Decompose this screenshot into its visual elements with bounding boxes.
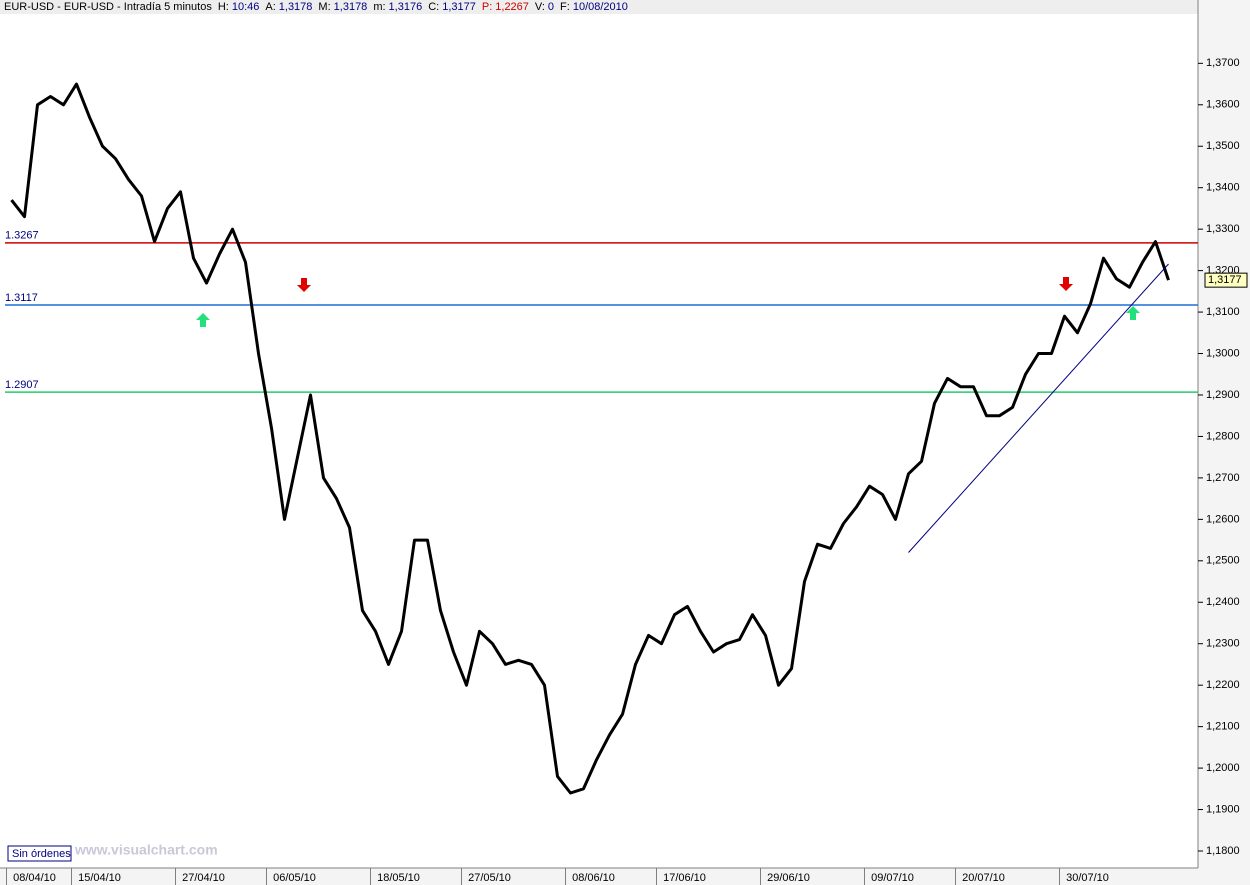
watermark: www.visualchart.com <box>74 842 218 858</box>
field-value: 10:46 <box>232 1 260 13</box>
buy-arrow <box>1126 306 1140 320</box>
y-tick-label: 1,1900 <box>1206 803 1240 815</box>
x-tick-label: 15/04/10 <box>78 872 121 884</box>
y-tick-label: 1,2600 <box>1206 513 1240 525</box>
level-label: 1.3267 <box>5 230 39 242</box>
y-tick-label: 1,2100 <box>1206 721 1240 733</box>
header: EUR-USD - EUR-USD - Intradía 5 minutos H:… <box>4 1 628 13</box>
y-tick-label: 1,2000 <box>1206 762 1240 774</box>
y-tick-label: 1,3700 <box>1206 57 1240 69</box>
y-tick-label: 1,2700 <box>1206 472 1240 484</box>
sell-arrow <box>297 278 311 292</box>
x-tick-label: 09/07/10 <box>871 872 914 884</box>
x-tick-label: 30/07/10 <box>1066 872 1109 884</box>
header-bar <box>0 0 1198 14</box>
level-label: 1.2907 <box>5 379 39 391</box>
x-tick-label: 08/04/10 <box>13 872 56 884</box>
x-axis-panel <box>0 868 1198 885</box>
field-value: 1,2267 <box>495 1 529 13</box>
buy-arrow <box>196 313 210 327</box>
y-tick-label: 1,2400 <box>1206 596 1240 608</box>
x-tick-label: 18/05/10 <box>377 872 420 884</box>
field-key: H: <box>218 1 229 13</box>
field-value: 1,3177 <box>442 1 476 13</box>
price-line <box>10 82 1170 795</box>
y-tick-label: 1,3000 <box>1206 347 1240 359</box>
y-tick-label: 1,2900 <box>1206 389 1240 401</box>
y-tick-label: 1,3100 <box>1206 306 1240 318</box>
field-value: 1,3178 <box>279 1 313 13</box>
field-key: P: <box>482 1 492 13</box>
field-key: C: <box>428 1 439 13</box>
x-tick-label: 08/06/10 <box>572 872 615 884</box>
y-tick-label: 1,3300 <box>1206 223 1240 235</box>
field-value: 1,3176 <box>389 1 423 13</box>
y-tick-label: 1,1800 <box>1206 845 1240 857</box>
status-text: Sin órdenes <box>12 848 71 860</box>
y-tick-label: 1,3600 <box>1206 99 1240 111</box>
x-tick-label: 20/07/10 <box>962 872 1005 884</box>
y-tick-label: 1,3500 <box>1206 140 1240 152</box>
trendline <box>908 263 1169 553</box>
y-tick-label: 1,2500 <box>1206 555 1240 567</box>
x-tick-label: 27/05/10 <box>468 872 511 884</box>
y-tick-label: 1,3400 <box>1206 182 1240 194</box>
y-axis-panel <box>1198 0 1250 885</box>
y-tick-label: 1,2300 <box>1206 638 1240 650</box>
field-value: 1,3178 <box>334 1 368 13</box>
symbol: EUR-USD - EUR-USD - Intradía 5 minutos <box>4 1 212 13</box>
price-marker <box>1204 272 1248 288</box>
price-marker-label: 1,3177 <box>1208 274 1242 286</box>
field-key: m: <box>373 1 385 13</box>
field-key: A: <box>265 1 275 13</box>
sell-arrow <box>1059 277 1073 291</box>
y-tick-label: 1,2200 <box>1206 679 1240 691</box>
field-key: F: <box>560 1 570 13</box>
level-label: 1.3117 <box>5 292 38 304</box>
x-tick-label: 17/06/10 <box>663 872 706 884</box>
field-key: V: <box>535 1 545 13</box>
field-key: M: <box>318 1 330 13</box>
y-tick-label: 1,2800 <box>1206 430 1240 442</box>
field-value: 10/08/2010 <box>573 1 628 13</box>
status-box[interactable] <box>7 845 72 862</box>
x-tick-label: 27/04/10 <box>182 872 225 884</box>
field-value: 0 <box>548 1 554 13</box>
x-tick-label: 06/05/10 <box>273 872 316 884</box>
x-tick-label: 29/06/10 <box>767 872 810 884</box>
